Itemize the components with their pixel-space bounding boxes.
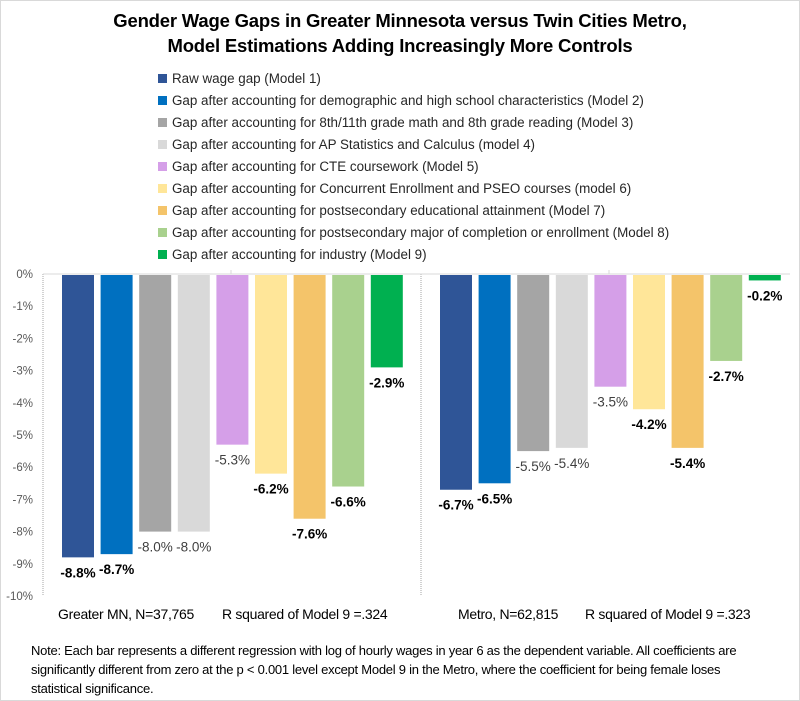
bar: [100, 275, 133, 555]
data-label: -8.0%: [176, 540, 211, 555]
category-label-metro: Metro, N=62,815: [458, 606, 559, 622]
bar: [478, 275, 511, 484]
bar: [748, 275, 781, 281]
legend-item: Gap after accounting for postsecondary e…: [158, 199, 669, 221]
data-label: -5.3%: [215, 453, 250, 468]
legend-item: Raw wage gap (Model 1): [158, 67, 669, 89]
category-r2-metro: R squared of Model 9 =.323: [585, 606, 751, 622]
data-label: -6.6%: [331, 495, 366, 510]
y-tick-label: -10%: [6, 591, 33, 603]
y-tick-label: -2%: [13, 333, 33, 345]
legend-label: Gap after accounting for postsecondary e…: [172, 202, 606, 218]
legend-label: Gap after accounting for demographic and…: [172, 92, 644, 108]
legend-swatch: [158, 249, 167, 259]
legend-label: Gap after accounting for AP Statistics a…: [172, 136, 535, 152]
chart-note: Note: Each bar represents a different re…: [31, 643, 737, 696]
legend-swatch: [158, 117, 167, 127]
bar: [255, 275, 287, 474]
data-label: -8.7%: [99, 562, 134, 577]
legend-label: Gap after accounting for 8th/11th grade …: [172, 114, 634, 130]
y-tick-label: -3%: [13, 366, 33, 378]
data-label: -0.2%: [747, 288, 782, 303]
bar: [440, 275, 472, 490]
data-label: -6.5%: [477, 491, 512, 506]
legend-swatch: [158, 139, 167, 149]
chart-subtitle: Model Estimations Adding Increasingly Mo…: [167, 35, 633, 56]
y-tick-label: -6%: [13, 462, 33, 474]
y-tick-label: 0%: [16, 269, 33, 281]
legend-label: Raw wage gap (Model 1): [172, 70, 321, 86]
legend-label: Gap after accounting for Concurrent Enro…: [172, 180, 632, 196]
legend-item: Gap after accounting for CTE coursework …: [158, 155, 669, 177]
legend-swatch: [158, 183, 167, 193]
legend-swatch: [158, 205, 167, 215]
data-label: -8.8%: [60, 565, 95, 580]
bar: [216, 275, 249, 445]
bar: [517, 275, 550, 452]
data-labels: -8.8% -6.7% -8.7% -6.5% -8.0% -5.5% -8.0% -5.4%…: [60, 288, 782, 580]
bar: [594, 275, 627, 387]
data-label: -5.4%: [554, 456, 589, 471]
data-label: -3.5%: [593, 395, 628, 410]
y-tick-label: -8%: [13, 527, 33, 539]
data-label: -5.4%: [670, 456, 705, 471]
legend-label: Gap after accounting for postsecondary m…: [172, 224, 670, 240]
data-label: -7.6%: [292, 527, 327, 542]
legend-item: Gap after accounting for 8th/11th grade …: [158, 111, 669, 133]
bars: [62, 275, 781, 558]
data-label: -5.5%: [516, 459, 551, 474]
y-tick-label: -7%: [13, 494, 33, 506]
legend: Raw wage gap (Model 1) Gap after account…: [158, 67, 669, 265]
chart-title: Gender Wage Gaps in Greater Minnesota ve…: [113, 10, 687, 31]
data-label: -8.0%: [138, 540, 173, 555]
legend-swatch: [158, 227, 167, 237]
y-axis: 0% -1% -2% -3% -4% -5% -6% -7% -8% -9% -10%: [6, 269, 790, 603]
bar: [633, 275, 665, 410]
data-label: -2.7%: [709, 369, 744, 384]
category-r2-greater-mn: R squared of Model 9 =.324: [222, 606, 388, 622]
bar: [293, 275, 326, 519]
legend-item: Gap after accounting for demographic and…: [158, 89, 669, 111]
bar: [139, 275, 172, 532]
y-tick-label: -5%: [13, 430, 33, 442]
bar: [710, 275, 743, 361]
bar: [555, 275, 588, 448]
data-label: -4.2%: [631, 417, 666, 432]
legend-item: Gap after accounting for AP Statistics a…: [158, 133, 669, 155]
legend-label: Gap after accounting for CTE coursework …: [172, 158, 479, 174]
bar: [62, 275, 94, 558]
legend-item: Gap after accounting for industry (Model…: [158, 243, 669, 265]
legend-swatch: [158, 161, 167, 171]
legend-item: Gap after accounting for postsecondary m…: [158, 221, 669, 243]
y-tick-label: -9%: [13, 559, 33, 571]
category-label-greater-mn: Greater MN, N=37,765: [58, 606, 195, 622]
bar: [332, 275, 365, 487]
bar: [177, 275, 210, 532]
legend-item: Gap after accounting for Concurrent Enro…: [158, 177, 669, 199]
legend-label: Gap after accounting for industry (Model…: [172, 246, 427, 262]
y-tick-label: -4%: [13, 398, 33, 410]
data-label: -6.2%: [253, 482, 288, 497]
legend-swatch: [158, 95, 167, 105]
bar: [671, 275, 704, 448]
legend-swatch: [158, 73, 167, 83]
bar: [370, 275, 403, 368]
y-tick-label: -1%: [13, 301, 33, 313]
data-label: -6.7%: [438, 498, 473, 513]
data-label: -2.9%: [369, 375, 404, 390]
